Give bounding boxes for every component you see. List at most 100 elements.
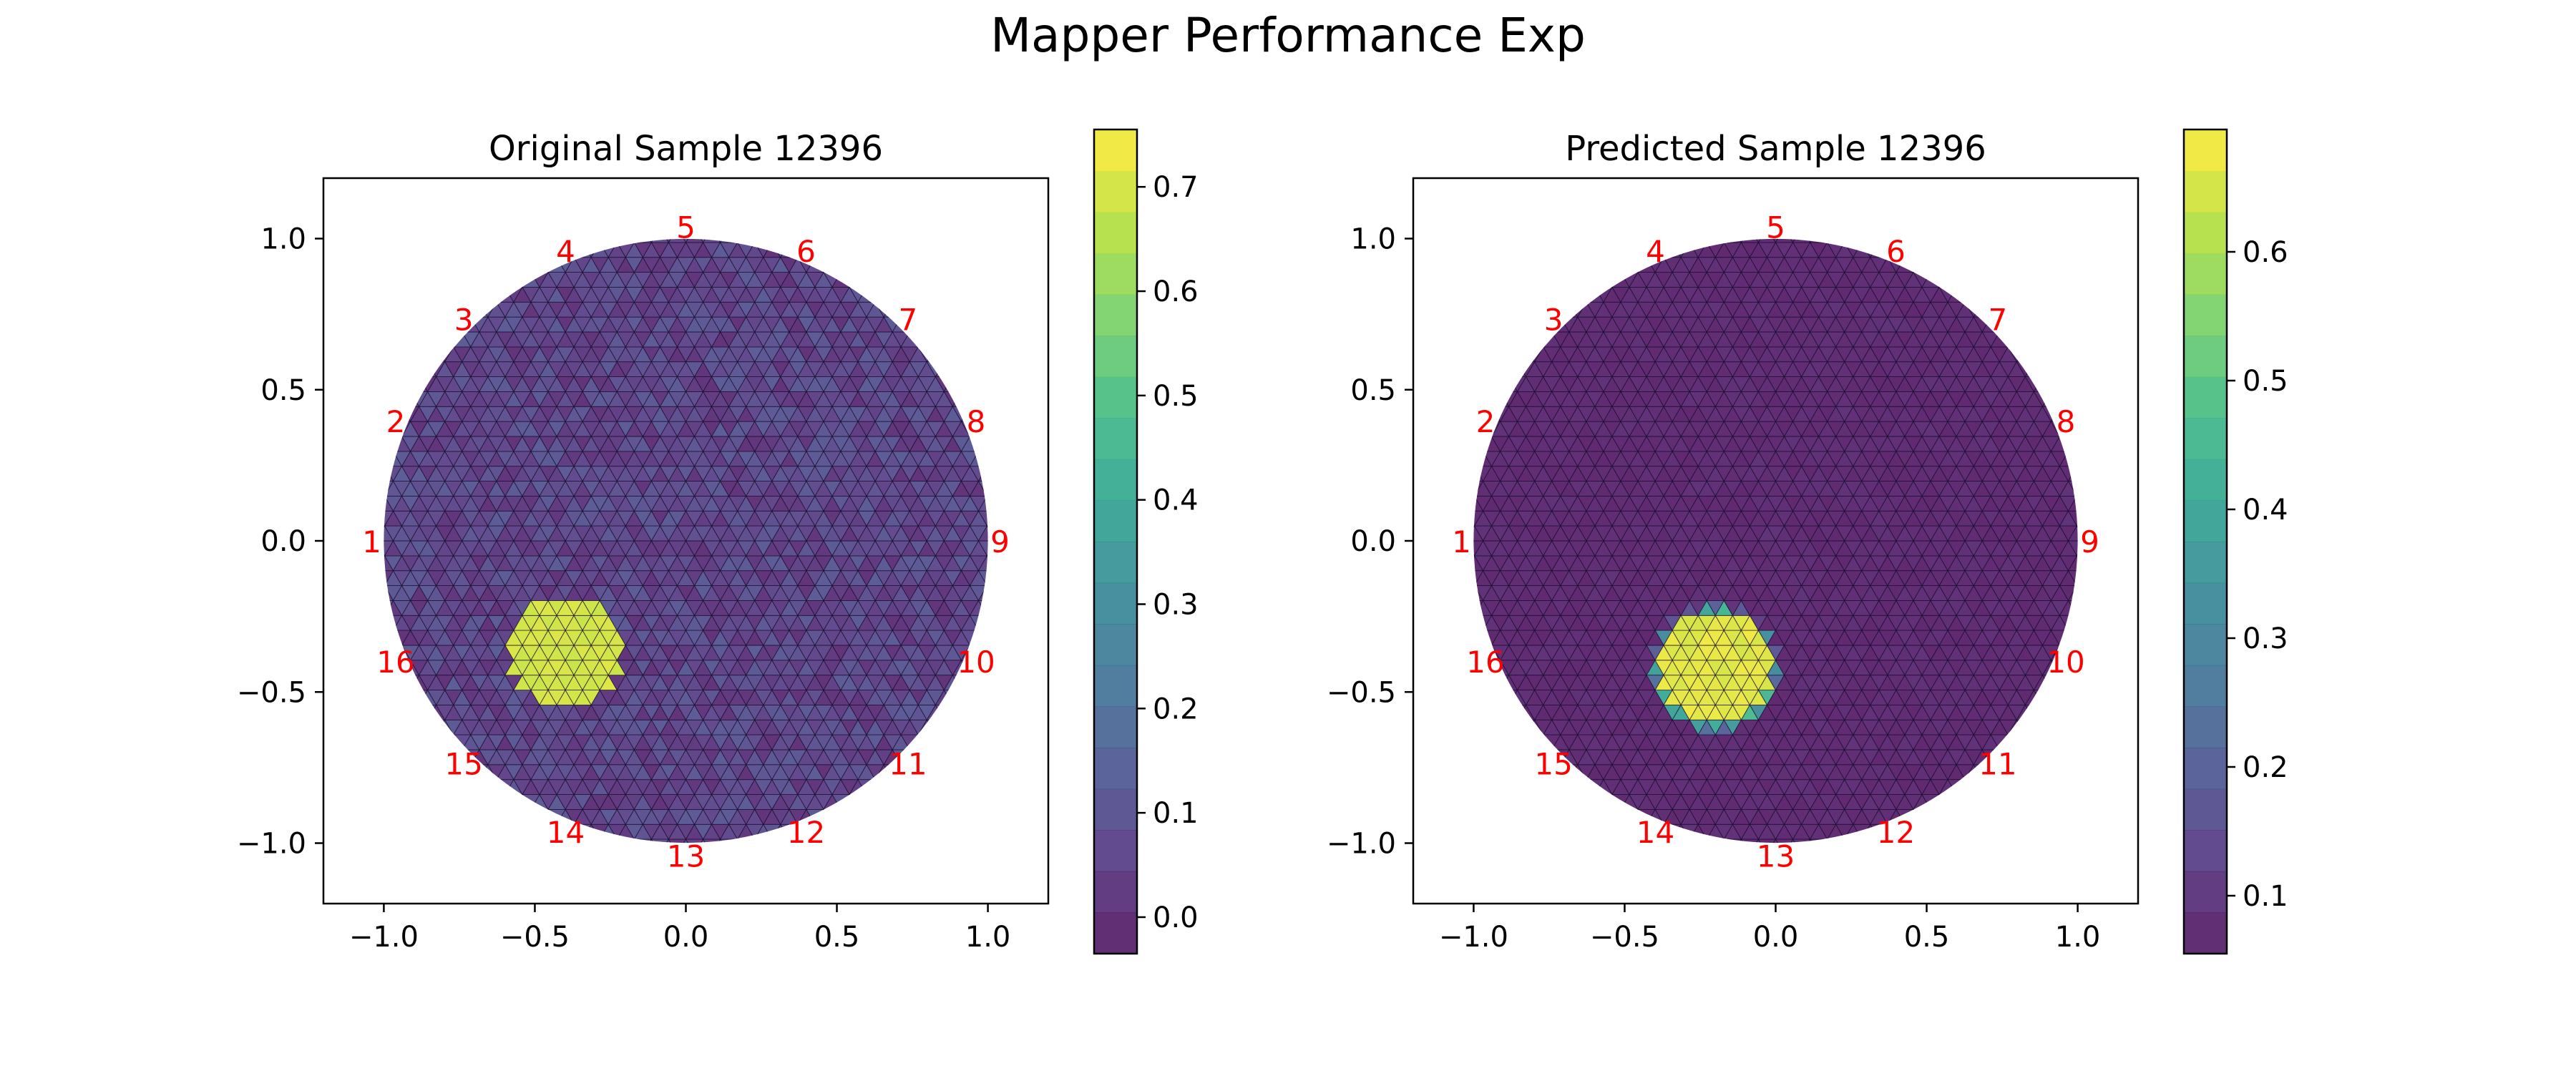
mesh-element — [979, 466, 996, 481]
colorbar-level — [1094, 500, 1137, 542]
mesh-element — [2016, 720, 2034, 735]
mesh-element — [987, 586, 1005, 601]
mesh-element — [1836, 839, 1853, 854]
subplot-title: Predicted Sample 12396 — [1565, 129, 1986, 169]
mesh-element — [1595, 273, 1612, 288]
mesh-element — [479, 287, 497, 302]
electrode-label: 13 — [667, 838, 705, 874]
electrode-label: 2 — [386, 404, 406, 439]
y-tick-label: 0.0 — [260, 525, 306, 558]
mesh-element — [2069, 600, 2086, 615]
x-tick-label: 0.5 — [1904, 921, 1950, 954]
mesh-element — [1569, 287, 1586, 302]
y-tick-label: −0.5 — [237, 676, 306, 709]
colorbar-tick-label: 0.6 — [1153, 275, 1199, 308]
colorbar-tick-label: 0.3 — [1153, 588, 1199, 621]
mesh-element — [712, 839, 729, 854]
electrode-label: 3 — [454, 302, 474, 337]
colorbar-tick-label: 0.5 — [1153, 380, 1199, 413]
mesh-element — [367, 511, 384, 526]
mesh-element — [1518, 720, 1535, 735]
mesh-element — [746, 839, 763, 854]
mesh-element — [1810, 228, 1828, 243]
mesh-element — [1707, 228, 1724, 243]
mesh-element — [1819, 228, 1836, 243]
mesh-element — [1724, 839, 1741, 854]
mesh-element — [643, 839, 660, 854]
electrode-label: 7 — [1989, 302, 2008, 337]
mesh-element — [1526, 332, 1543, 347]
mesh-element — [1509, 705, 1526, 720]
y-tick-label: 0.5 — [260, 374, 306, 407]
mesh-element — [2077, 571, 2094, 586]
mesh-element — [1828, 228, 1845, 243]
mesh-element — [436, 332, 454, 347]
mesh-element — [1913, 258, 1931, 273]
colorbar-level — [1094, 665, 1137, 707]
mesh-element — [918, 332, 935, 347]
electrode-label: 11 — [1979, 747, 2016, 782]
colorbar-level — [1094, 583, 1137, 625]
colorbar-level — [1094, 336, 1137, 377]
colorbar-tick-label: 0.0 — [1153, 901, 1199, 934]
electrode-label: 14 — [1636, 815, 1674, 850]
mesh-element — [1621, 809, 1638, 824]
y-tick-label: 1.0 — [260, 223, 306, 256]
mesh-element — [1689, 228, 1707, 243]
mesh-element — [1595, 795, 1612, 810]
electrode-label: 12 — [787, 815, 825, 850]
mesh-element — [479, 780, 497, 795]
electrode-label: 9 — [2080, 524, 2099, 559]
mesh-element — [2034, 690, 2051, 705]
mesh-element — [411, 377, 428, 392]
mesh-element — [867, 780, 884, 795]
mesh-element — [712, 228, 729, 243]
mesh-element — [376, 630, 393, 645]
mesh-element — [746, 228, 763, 243]
mesh-element — [1802, 228, 1819, 243]
colorbar-level — [1094, 542, 1137, 583]
electrode-label: 10 — [2046, 645, 2084, 680]
mesh-element — [987, 571, 1005, 586]
mesh-element — [617, 228, 634, 243]
x-tick-label: −1.0 — [349, 921, 419, 954]
mesh-element — [1793, 839, 1810, 854]
electrode-label: 4 — [556, 234, 575, 269]
subplot-2: Predicted Sample 12396123456789101112131… — [1327, 129, 2288, 954]
electrode-label: 11 — [889, 747, 927, 782]
mesh-element — [755, 839, 772, 854]
mesh-element — [738, 228, 755, 243]
mesh-element — [1707, 839, 1724, 854]
colorbar-level — [1094, 212, 1137, 253]
mesh-element — [738, 839, 755, 854]
mesh-element — [944, 377, 961, 392]
electrode-label: 16 — [376, 645, 414, 680]
mesh-element — [376, 451, 393, 466]
mesh-element — [1965, 780, 1982, 795]
mesh-element — [1578, 287, 1595, 302]
y-tick-label: −1.0 — [237, 828, 306, 861]
mesh-element — [1715, 839, 1732, 854]
mesh-element — [617, 839, 634, 854]
electrode-label: 1 — [362, 524, 381, 559]
mesh-element — [376, 615, 393, 630]
mesh-element — [987, 496, 1005, 511]
mesh-element — [1621, 258, 1638, 273]
mesh-element — [824, 809, 841, 824]
mesh-element — [1465, 466, 1483, 481]
mesh-element — [531, 809, 548, 824]
mesh-element — [1501, 690, 1518, 705]
mesh-element — [2069, 630, 2086, 645]
electrode-label: 12 — [1877, 815, 1915, 850]
mesh-element — [2077, 496, 2094, 511]
electrode-label: 5 — [676, 210, 696, 245]
mesh-element — [1689, 839, 1707, 854]
mesh-element — [1939, 795, 1956, 810]
x-tick-label: 0.0 — [1753, 921, 1799, 954]
mesh-element — [1509, 362, 1526, 377]
mesh-element — [2077, 511, 2094, 526]
mesh-element — [987, 511, 1005, 526]
colorbar-level — [1094, 129, 1137, 171]
mesh-element — [625, 839, 643, 854]
